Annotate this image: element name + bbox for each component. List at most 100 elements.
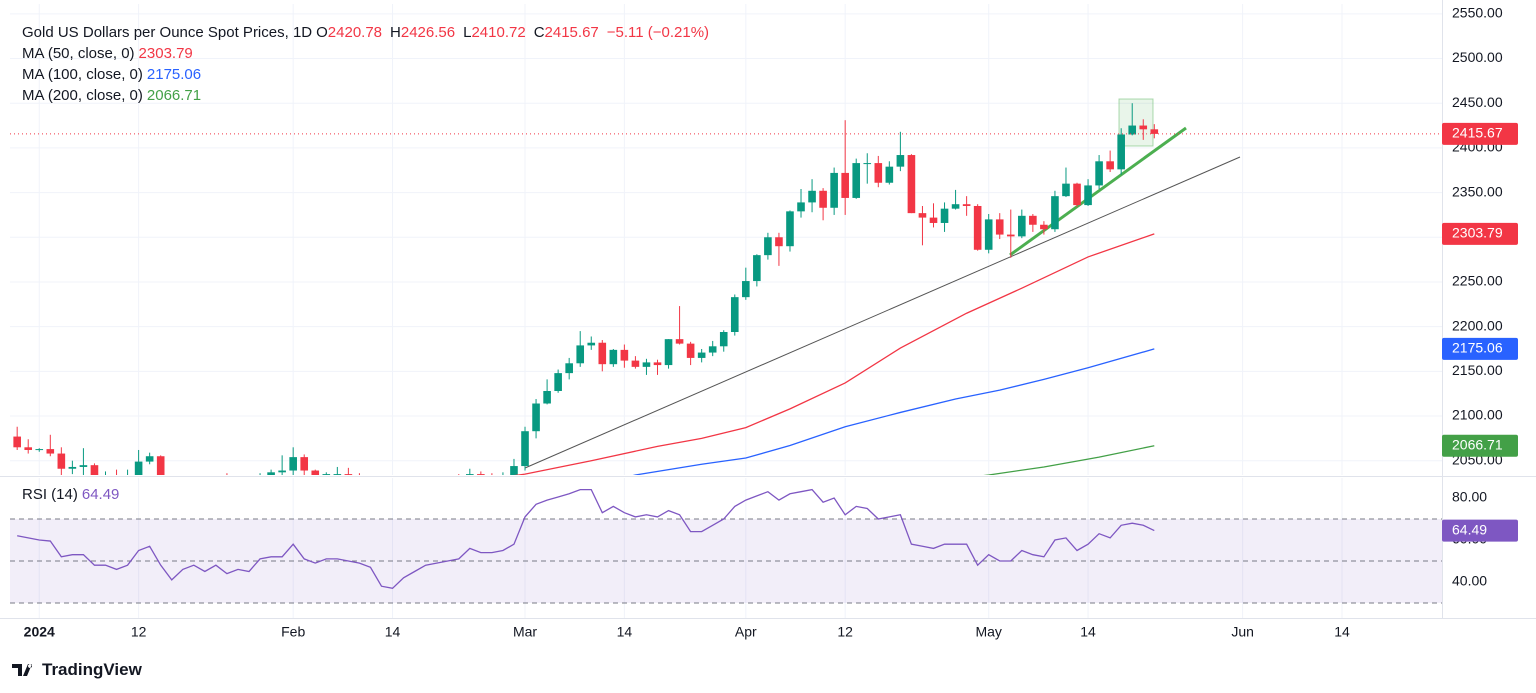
- x-tick-label: May: [975, 624, 1001, 640]
- ohlc-item: L2410.72: [463, 24, 530, 41]
- candle-body: [90, 465, 99, 475]
- candle-body: [510, 466, 518, 475]
- rsi: [17, 488, 1155, 590]
- x-tick-label: Apr: [735, 624, 757, 640]
- candle-body: [565, 363, 573, 374]
- candle-body: [852, 163, 861, 198]
- ma-line: [514, 233, 1155, 475]
- candle-body: [444, 483, 452, 484]
- ohlc-item: H2426.56: [390, 24, 459, 41]
- candle-body: [212, 479, 220, 486]
- candle-body: [68, 466, 77, 469]
- candle-body: [576, 345, 585, 364]
- candle-body: [156, 456, 165, 475]
- ohlc-value: 2420.78: [327, 24, 383, 41]
- candle-body: [499, 475, 507, 479]
- candle-body: [1006, 234, 1015, 237]
- candle-body: [775, 237, 783, 247]
- y-tick-label: 2450.00: [1452, 94, 1503, 110]
- x-tick-label: 2024: [24, 624, 55, 640]
- ma-line: [632, 348, 1155, 475]
- candle-body: [145, 456, 154, 462]
- candle-body: [664, 339, 673, 366]
- ohlc-value: 2415.67: [544, 24, 599, 41]
- candle-body: [1095, 161, 1103, 186]
- candle-body: [102, 479, 110, 481]
- ma-name: MA (50, close, 0): [22, 45, 135, 62]
- x-tick-label: 14: [1080, 624, 1096, 640]
- y-tick-label: 2150.00: [1452, 362, 1503, 378]
- candle-body: [477, 474, 485, 475]
- candle-body: [896, 155, 905, 167]
- candle-body: [532, 403, 540, 432]
- price-label: 2303.79: [1452, 225, 1503, 241]
- ohlc-item: O2420.78: [316, 24, 386, 41]
- x-tick-label: Mar: [513, 624, 537, 640]
- price-label: 2175.06: [1452, 340, 1503, 356]
- candle-body: [400, 502, 408, 513]
- x-tick-label: Feb: [281, 624, 305, 640]
- ma-value: 2175.06: [146, 66, 202, 83]
- candle-body: [124, 479, 132, 483]
- ma-name: MA (200, close, 0): [22, 87, 143, 104]
- candle-body: [819, 190, 827, 208]
- candle-body: [808, 190, 816, 203]
- candle-body: [179, 485, 187, 500]
- candle-body: [344, 474, 353, 475]
- footer: TradingView: [12, 660, 142, 680]
- y-tick-label: 2550.00: [1452, 5, 1503, 21]
- candle-body: [708, 346, 717, 353]
- ma-name: MA (100, close, 0): [22, 66, 143, 83]
- candle-body: [300, 457, 309, 471]
- rsi-line: [17, 488, 1155, 590]
- candle-body: [543, 390, 551, 404]
- candle-body: [223, 479, 231, 492]
- logo: [12, 664, 33, 676]
- candle-body: [1150, 129, 1159, 134]
- price-label-box: [1442, 434, 1518, 457]
- y-tick-label: 2200.00: [1452, 317, 1503, 333]
- candle-body: [929, 217, 938, 223]
- trend-line-short: [1009, 126, 1187, 257]
- candle-body: [918, 213, 927, 218]
- candle-body: [1062, 183, 1070, 197]
- change: −5.11 (−0.21%): [606, 24, 710, 41]
- candle-body: [598, 342, 607, 365]
- ohlc-item: C2415.67: [534, 24, 603, 41]
- candle-body: [201, 479, 209, 486]
- candle-body: [1040, 224, 1048, 230]
- x-tick-label: 12: [131, 624, 147, 640]
- candle-body: [620, 349, 629, 361]
- candle-body: [830, 172, 838, 208]
- ohlc-value: 2410.72: [471, 24, 526, 41]
- candle-body: [753, 255, 761, 282]
- candle-body: [554, 373, 562, 391]
- candle-body: [951, 204, 960, 209]
- ohlc-letter: L: [463, 24, 472, 41]
- candle-body: [13, 436, 21, 448]
- candle-body: [1029, 215, 1037, 225]
- candle-body: [311, 470, 320, 475]
- ohlc-letter: O: [316, 24, 328, 41]
- candle-body: [841, 172, 849, 198]
- candle-body: [907, 155, 916, 214]
- y-tick-label: 2250.00: [1452, 273, 1503, 289]
- trend-line: [524, 156, 1241, 469]
- price-label-box: [1442, 337, 1518, 360]
- candle-body: [742, 281, 750, 298]
- candle-body: [874, 163, 883, 183]
- candle-body: [245, 488, 253, 490]
- candle-body: [455, 483, 463, 484]
- candle-body: [466, 474, 474, 475]
- legend-row: MA (200, close, 0) 2066.71: [22, 85, 713, 106]
- candle-body: [863, 163, 872, 165]
- candle-body: [940, 208, 949, 223]
- legend-row: Gold US Dollars per Ounce Spot Prices, 1…: [22, 22, 713, 43]
- candle-body: [697, 352, 706, 358]
- price-label: 2415.67: [1452, 125, 1503, 141]
- ma-value: 2303.79: [138, 45, 193, 62]
- candle-body: [134, 461, 143, 475]
- candle-body: [411, 494, 419, 502]
- candle-body: [168, 480, 176, 500]
